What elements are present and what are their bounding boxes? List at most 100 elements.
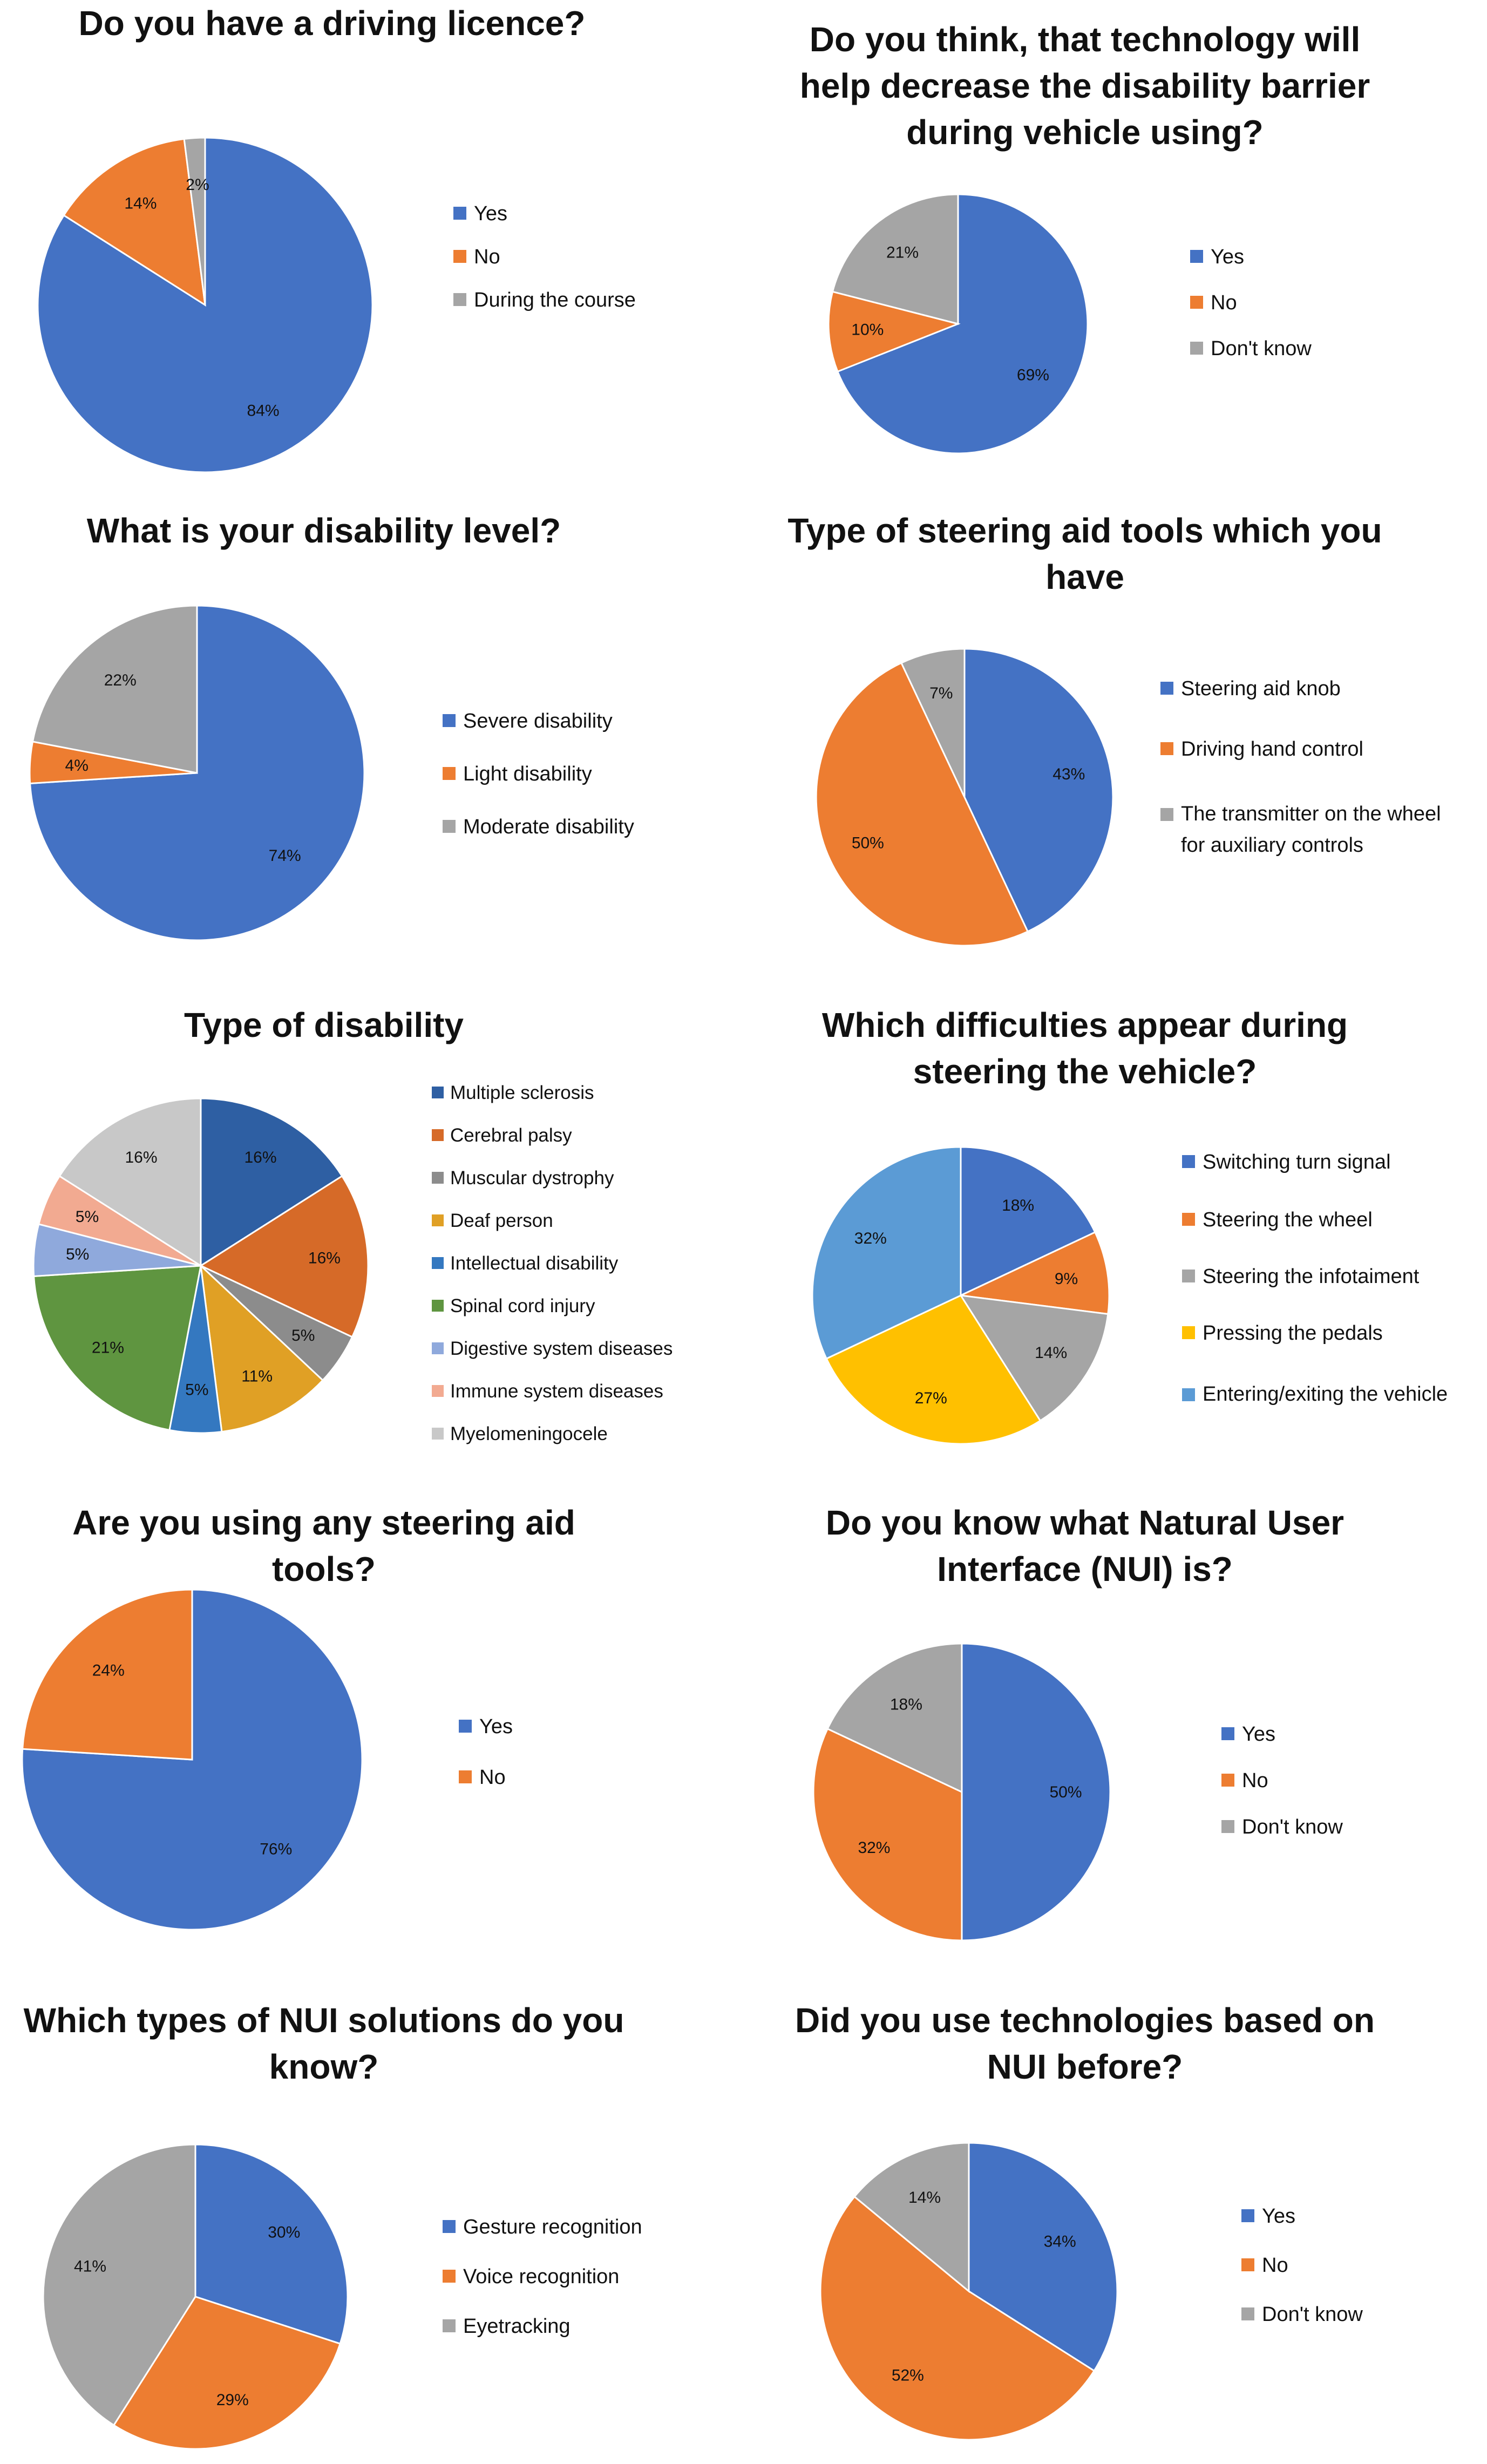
pie-chart: 30% 29% 41% <box>42 2143 349 2450</box>
legend-item-voice-recognition: Voice recognition <box>443 2265 619 2289</box>
legend-item-severe-disability: Severe disability <box>443 710 613 733</box>
legend-swatch <box>459 1770 472 1783</box>
pie-slice-yes <box>968 2142 1118 2372</box>
legend-swatch <box>432 1384 444 1397</box>
data-label-multiple-sclerosis: 16% <box>244 1149 276 1166</box>
legend-item-yes: Yes <box>459 1715 513 1739</box>
data-label-switching-turn-signal: 18% <box>1002 1197 1034 1214</box>
pie-slice-steering-the-wheel <box>958 1231 1110 1315</box>
legend-label: Don't know <box>1211 337 1312 360</box>
data-label-during-the-course: 2% <box>186 176 209 194</box>
chart-title: Type of disability <box>184 1006 464 1044</box>
legend-label: Don't know <box>1262 2303 1363 2326</box>
data-label-severe-disability: 74% <box>269 847 301 865</box>
chart-title: Do you have a driving licence? <box>78 4 586 43</box>
legend-swatch <box>432 1086 444 1098</box>
legend-swatch <box>1182 1155 1195 1168</box>
data-label-no: 24% <box>92 1662 125 1680</box>
data-label-steering-the-infotaiment: 14% <box>1035 1344 1067 1362</box>
pie-slice-gesture-recognition <box>194 2143 349 2345</box>
legend-label: Severe disability <box>463 710 613 732</box>
legend-item-yes: Yes <box>1241 2205 1295 2228</box>
legend-label: Multiple sclerosis <box>450 1082 594 1103</box>
legend-label: No <box>1262 2254 1288 2277</box>
legend-item-no: No <box>453 246 500 269</box>
legend-swatch <box>1190 295 1203 309</box>
legend-swatch <box>1160 808 1173 821</box>
pie-chart: 69% 10% 21% <box>827 193 1089 454</box>
data-label-voice-recognition: 29% <box>216 2391 249 2409</box>
data-label-the-transmitter-on-the-wheel-for-auxiliary-controls: 7% <box>929 684 953 702</box>
pie-chart: 16% 16% 5% 11% 5% 21% 5% 5% 16% <box>32 1097 369 1434</box>
legend-label: No <box>1242 1769 1268 1792</box>
data-label-light-disability: 4% <box>65 757 89 775</box>
legend-label: The transmitter on the wheel for auxilia… <box>1181 803 1441 857</box>
data-label-driving-hand-control: 50% <box>852 834 884 852</box>
legend-swatch <box>453 293 466 306</box>
legend-swatch <box>453 206 466 220</box>
data-label-yes: 76% <box>260 1840 292 1858</box>
legend-label: No <box>474 246 500 268</box>
legend-swatch <box>1241 2258 1254 2271</box>
pie-slice-switching-turn-signal <box>960 1146 1096 1297</box>
data-label-spinal-cord-injury: 21% <box>92 1339 124 1357</box>
legend-label: Intellectual disability <box>450 1253 619 1274</box>
legend-label: Steering the infotaiment <box>1203 1265 1420 1288</box>
legend-label: Gesture recognition <box>463 2216 642 2238</box>
legend-item-no: No <box>459 1766 506 1789</box>
legend-item-steering-the-wheel: Steering the wheel <box>1182 1209 1373 1232</box>
chart-title: Type of steering aid tools which you hav… <box>787 511 1382 596</box>
legend-swatch <box>1221 1727 1234 1740</box>
data-label-muscular-dystrophy: 5% <box>291 1327 315 1345</box>
chart-title: Which difficulties appear during steerin… <box>821 1006 1348 1091</box>
legend-swatch <box>1190 249 1203 263</box>
legend-item-no: No <box>1241 2254 1288 2277</box>
legend-swatch <box>1182 1269 1195 1282</box>
legend-item-digestive-system-diseases: Digestive system diseases <box>432 1338 673 1360</box>
legend-item-gesture-recognition: Gesture recognition <box>443 2216 642 2239</box>
data-label-intellectual-disability: 5% <box>185 1381 208 1399</box>
legend-swatch <box>1182 1388 1195 1401</box>
legend-swatch <box>432 1299 444 1312</box>
legend-item-pressing-the-pedals: Pressing the pedals <box>1182 1322 1383 1345</box>
legend-label: Driving hand control <box>1181 738 1363 761</box>
pie-slice-moderate-disability <box>31 605 198 774</box>
legend-label: Don't know <box>1242 1816 1343 1838</box>
legend-item-spinal-cord-injury: Spinal cord injury <box>432 1295 595 1317</box>
legend-label: Digestive system diseases <box>450 1338 673 1359</box>
data-label-steering-aid-knob: 43% <box>1053 765 1085 783</box>
pie-slice-cerebral-palsy <box>199 1175 369 1338</box>
legend-swatch <box>459 1719 472 1733</box>
legend-label: Light disability <box>463 763 592 785</box>
pie-slice-yes <box>21 1589 363 1931</box>
legend-label: Pressing the pedals <box>1203 1322 1383 1345</box>
pie-chart: 43% 50% 7% <box>815 648 1114 947</box>
pie-slice-steering-the-infotaiment <box>959 1294 1109 1422</box>
pie-slice-multiple-sclerosis <box>200 1097 343 1267</box>
legend-label: Yes <box>474 202 507 225</box>
legend-label: Muscular dystrophy <box>450 1167 614 1189</box>
pie-slice-yes <box>836 193 1089 454</box>
pie-chart: 50% 32% 18% <box>812 1642 1111 1942</box>
data-label-no: 10% <box>851 321 884 339</box>
data-label-yes: 50% <box>1049 1783 1082 1801</box>
legend-item-don-t-know: Don't know <box>1221 1816 1343 1839</box>
legend-item-don-t-know: Don't know <box>1190 337 1312 361</box>
pie-slice-pressing-the-pedals <box>825 1294 1042 1445</box>
pie-chart: 74% 4% 22% <box>29 605 365 941</box>
chart-title: Do you know what Natural User Interface … <box>825 1503 1345 1589</box>
data-label-gesture-recognition: 30% <box>268 2224 300 2242</box>
data-label-yes: 69% <box>1017 366 1049 384</box>
legend-label: Spinal cord injury <box>450 1295 595 1316</box>
legend-label: No <box>479 1766 506 1789</box>
legend-swatch <box>443 2269 456 2283</box>
legend-label: Yes <box>479 1715 513 1738</box>
legend-swatch <box>432 1129 444 1141</box>
legend-swatch <box>443 819 456 833</box>
pie-slice-yes <box>37 137 374 473</box>
chart-title: Which types of NUI solutions do you know… <box>23 2001 624 2086</box>
legend-swatch <box>432 1171 444 1184</box>
pie-slice-no <box>819 2195 1096 2441</box>
legend-item-the-transmitter-on-the-wheel-for-auxiliary-controls: The transmitter on the wheel for auxilia… <box>1160 798 1463 861</box>
legend-item-intellectual-disability: Intellectual disability <box>432 1253 618 1274</box>
